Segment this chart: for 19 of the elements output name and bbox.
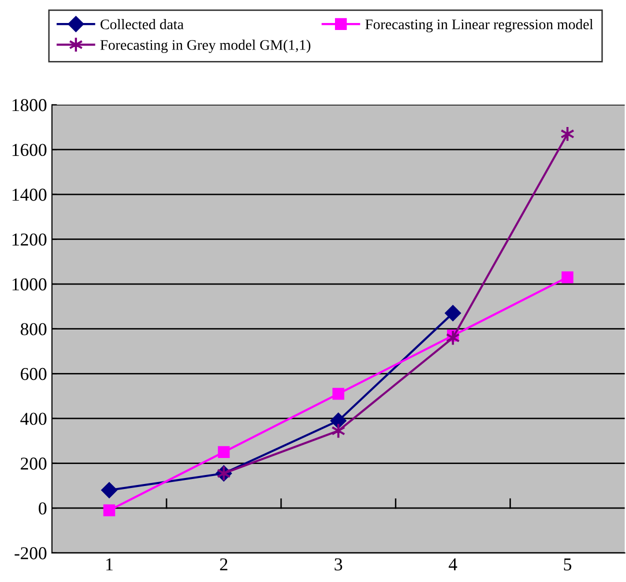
legend-label: Collected data	[100, 19, 184, 30]
y-tick-label: 1400	[12, 188, 46, 201]
y-tick-label: 200	[20, 458, 46, 470]
y-tick-label: 1200	[12, 233, 46, 246]
legend-label: Forecasting in Linear regression model	[365, 19, 594, 32]
y-tick-label: 400	[20, 412, 46, 425]
x-tick-label: 1	[106, 558, 113, 570]
y-tick-label: 1800	[12, 99, 46, 112]
x-tick-label: 4	[448, 558, 458, 570]
x-tick-label: 2	[220, 558, 228, 570]
x-tick-label: 5	[564, 558, 572, 570]
y-tick-label: 1000	[12, 278, 46, 290]
legend-label: Forecasting in Grey model GM(1,1)	[100, 40, 310, 53]
y-tick-label: 800	[20, 323, 46, 336]
y-tick-label: -200	[14, 547, 46, 560]
y-tick-label: 1600	[12, 144, 46, 156]
y-tick-label: 600	[20, 368, 46, 380]
y-tick-label: 0	[38, 502, 46, 515]
x-tick-label: 3	[334, 558, 342, 570]
